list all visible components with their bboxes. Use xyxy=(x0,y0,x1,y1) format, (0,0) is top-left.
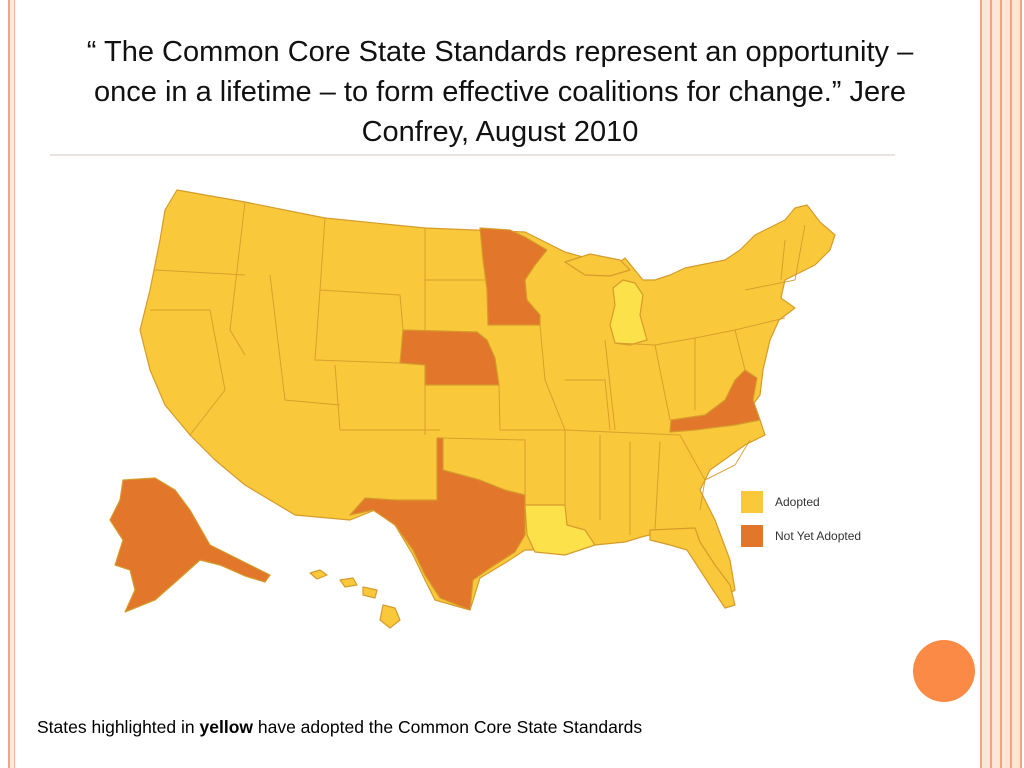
legend-item-not-adopted: Not Yet Adopted xyxy=(741,524,861,548)
footer-suffix: have adopted the Common Core State Stand… xyxy=(257,717,643,737)
quote-open-mark: “ xyxy=(86,36,97,68)
quote-close-mark: ” xyxy=(831,76,842,108)
us-map-svg xyxy=(109,189,836,629)
map-shape-louisiana xyxy=(524,504,596,556)
footer-highlight: yellow xyxy=(199,717,254,737)
map-shape-texas xyxy=(349,437,526,611)
footer-caption: States highlighted in yellow have adopte… xyxy=(37,717,642,738)
map-shape-michigan-up xyxy=(564,253,631,277)
legend-label-adopted: Adopted xyxy=(775,495,820,509)
footer-prefix: States highlighted in xyxy=(37,717,195,737)
map-shape-florida xyxy=(649,527,736,609)
quote-text: The Common Core State Standards represen… xyxy=(94,36,914,108)
quote-attribution: Jere Confrey, August 2010 xyxy=(361,76,906,148)
map-shape-minnesota xyxy=(479,227,548,326)
title-divider xyxy=(50,154,895,156)
map-shape-alaska xyxy=(109,477,271,613)
legend-swatch-adopted xyxy=(741,491,763,513)
map-shape-hawaii-2 xyxy=(339,577,358,588)
map-shape-virginia xyxy=(669,369,761,433)
map-shape-michigan xyxy=(609,279,648,346)
decorative-circle xyxy=(913,640,975,702)
map-shape-hawaii-1 xyxy=(309,569,328,580)
map-legend: Adopted Not Yet Adopted xyxy=(741,490,861,558)
legend-label-not-adopted: Not Yet Adopted xyxy=(775,529,862,543)
map-shape-hawaii-4 xyxy=(379,604,401,629)
legend-item-adopted: Adopted xyxy=(741,490,861,514)
map-shape-lower48 xyxy=(139,189,836,611)
right-frame-stripes xyxy=(976,0,1024,768)
legend-swatch-not-adopted xyxy=(741,525,763,547)
map-shape-hawaii-3 xyxy=(362,586,378,599)
left-frame-border xyxy=(0,0,20,768)
us-map xyxy=(95,180,945,640)
quote-title: “ The Common Core State Standards repres… xyxy=(60,32,940,152)
